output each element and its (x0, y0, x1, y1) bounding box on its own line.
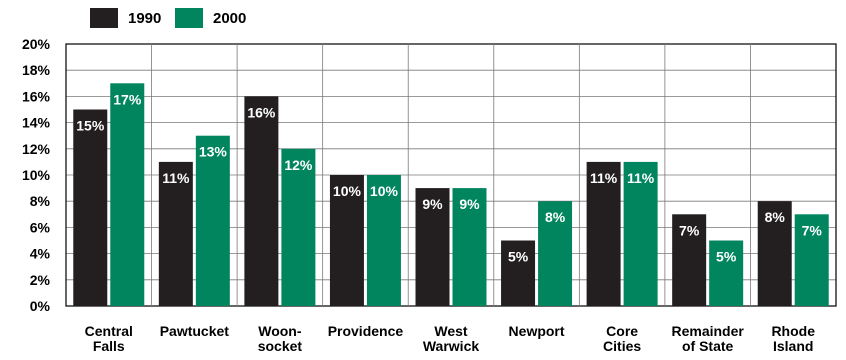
x-category-label-line: Island (773, 338, 813, 354)
bar-1990 (415, 188, 450, 306)
bar-2000 (794, 214, 829, 306)
y-tick-label: 8% (30, 193, 51, 209)
y-tick-label: 6% (30, 219, 51, 235)
y-tick-label: 10% (22, 167, 51, 183)
y-tick-label: 18% (22, 62, 51, 78)
plot-frame (65, 43, 837, 307)
y-tick-label: 14% (22, 115, 51, 131)
bar-1990 (501, 240, 536, 306)
legend-item-2000: 2000 (175, 8, 246, 28)
x-category-label: Newport (509, 323, 565, 339)
bar-2000 (452, 188, 487, 306)
x-category-label-line: Newport (509, 323, 565, 339)
y-tick-label: 2% (30, 272, 51, 288)
legend-swatch-1990 (90, 8, 118, 28)
bar-2000 (538, 201, 573, 306)
x-category-label-line: Falls (93, 338, 125, 354)
x-category-label: Pawtucket (160, 323, 230, 339)
data-label-2000: 11% (627, 170, 655, 186)
data-label-2000: 5% (716, 249, 737, 265)
y-tick-label: 4% (30, 246, 51, 262)
data-label-1990: 5% (508, 249, 529, 265)
data-label-1990: 9% (422, 196, 443, 212)
x-category-label-line: Core (606, 323, 638, 339)
y-tick-label: 16% (22, 88, 51, 104)
data-label-2000: 13% (199, 144, 228, 160)
bar-1990 (73, 109, 108, 306)
data-label-1990: 16% (247, 104, 276, 120)
data-label-1990: 7% (679, 222, 700, 238)
data-label-2000: 17% (113, 91, 142, 107)
data-label-2000: 12% (284, 157, 313, 173)
data-label-1990: 11% (590, 170, 618, 186)
legend-item-1990: 1990 (90, 8, 161, 28)
x-category-label-line: Cities (603, 338, 641, 354)
bar-1990 (672, 214, 707, 306)
x-category-label-line: Woon- (258, 323, 302, 339)
bar-1990 (158, 161, 193, 306)
x-category-label: Core Cities (603, 323, 641, 354)
bar-2000 (110, 83, 145, 306)
bar-2000 (709, 240, 744, 306)
bar-2000 (623, 161, 658, 306)
data-label-1990: 11% (162, 170, 190, 186)
x-category-label-line: Warwick (423, 338, 479, 354)
data-label-1990: 15% (76, 118, 105, 134)
x-category-label-line: West (434, 323, 468, 339)
bar-1990 (757, 201, 792, 306)
x-category-label: West Warwick (423, 323, 479, 354)
y-tick-label: 20% (22, 36, 51, 52)
x-category-label-line: Rhode (771, 323, 815, 339)
legend-label-2000: 2000 (213, 9, 247, 27)
data-label-2000: 9% (459, 196, 480, 212)
bar-1990 (586, 161, 621, 306)
data-label-2000: 7% (802, 222, 823, 238)
bar-2000 (281, 148, 316, 306)
bar-1990 (329, 175, 364, 306)
x-category-label-line: Remainder (671, 323, 744, 339)
data-label-1990: 8% (765, 209, 786, 225)
x-category-label: Rhode Island (771, 323, 815, 354)
x-category-label-line: Central (85, 323, 133, 339)
y-tick-label: 12% (22, 141, 51, 157)
x-category-label-line: Providence (328, 323, 404, 339)
legend-swatch-2000 (175, 8, 203, 28)
bar-1990 (244, 96, 279, 307)
x-category-label-line: of State (682, 338, 734, 354)
x-category-label: Remainder of State (671, 323, 744, 354)
legend-label-1990: 1990 (128, 9, 162, 27)
bar-2000 (195, 135, 230, 306)
data-label-1990: 10% (333, 183, 362, 199)
x-category-label-line: Pawtucket (160, 323, 230, 339)
x-category-label: Central Falls (85, 323, 133, 354)
data-label-2000: 8% (545, 209, 566, 225)
data-label-2000: 10% (370, 183, 399, 199)
x-category-label-line: socket (258, 338, 303, 354)
y-tick-label: 0% (30, 298, 51, 314)
x-category-label: Providence (328, 323, 404, 339)
x-category-label: Woon-socket (258, 323, 303, 354)
bar-2000 (366, 175, 401, 306)
